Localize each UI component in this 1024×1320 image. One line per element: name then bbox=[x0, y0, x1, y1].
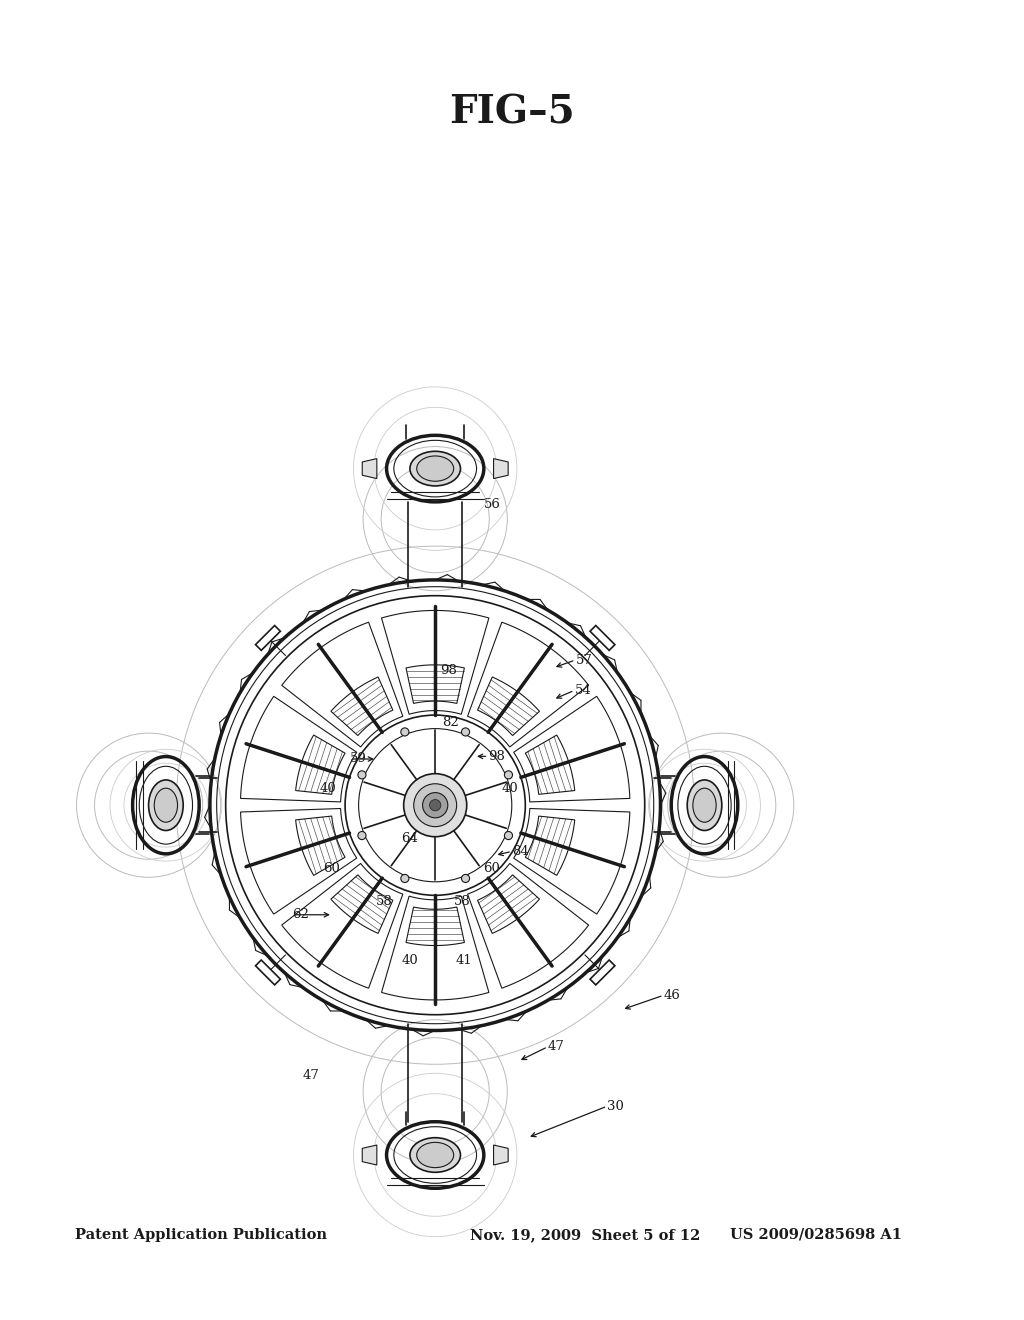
Ellipse shape bbox=[410, 451, 461, 486]
Text: Nov. 19, 2009  Sheet 5 of 12: Nov. 19, 2009 Sheet 5 of 12 bbox=[470, 1228, 700, 1242]
Circle shape bbox=[462, 874, 470, 883]
Text: 82: 82 bbox=[442, 715, 459, 729]
Polygon shape bbox=[362, 458, 377, 479]
Ellipse shape bbox=[410, 1138, 461, 1172]
Circle shape bbox=[357, 832, 366, 840]
Ellipse shape bbox=[417, 455, 454, 482]
Text: 54: 54 bbox=[574, 684, 591, 697]
Text: FIG–5: FIG–5 bbox=[450, 94, 574, 131]
Text: 30: 30 bbox=[607, 1100, 624, 1113]
Text: 84: 84 bbox=[512, 845, 528, 858]
Circle shape bbox=[505, 832, 513, 840]
Ellipse shape bbox=[693, 788, 716, 822]
Text: 41: 41 bbox=[456, 954, 472, 968]
Text: 47: 47 bbox=[548, 1040, 564, 1053]
Text: 58: 58 bbox=[454, 895, 470, 908]
Circle shape bbox=[505, 771, 513, 779]
Ellipse shape bbox=[687, 780, 722, 830]
Text: 58: 58 bbox=[376, 895, 392, 908]
Text: 40: 40 bbox=[502, 781, 518, 795]
Circle shape bbox=[429, 800, 441, 810]
Text: 46: 46 bbox=[664, 989, 680, 1002]
Text: 98: 98 bbox=[440, 664, 457, 677]
Text: 40: 40 bbox=[401, 954, 418, 968]
Text: 57: 57 bbox=[575, 653, 592, 667]
Text: 40: 40 bbox=[319, 781, 336, 795]
Circle shape bbox=[400, 727, 409, 737]
Text: US 2009/0285698 A1: US 2009/0285698 A1 bbox=[730, 1228, 902, 1242]
Text: 59: 59 bbox=[350, 752, 367, 766]
Circle shape bbox=[400, 874, 409, 883]
Circle shape bbox=[423, 792, 447, 818]
Ellipse shape bbox=[155, 788, 177, 822]
Circle shape bbox=[414, 784, 457, 826]
Circle shape bbox=[462, 727, 470, 737]
Polygon shape bbox=[362, 1144, 377, 1166]
Text: 64: 64 bbox=[401, 832, 418, 845]
Text: 98: 98 bbox=[488, 750, 505, 763]
Circle shape bbox=[403, 774, 467, 837]
Text: 47: 47 bbox=[302, 1069, 318, 1082]
Polygon shape bbox=[494, 1144, 508, 1166]
Text: Patent Application Publication: Patent Application Publication bbox=[75, 1228, 327, 1242]
Text: 60: 60 bbox=[324, 862, 340, 875]
Ellipse shape bbox=[148, 780, 183, 830]
Text: 56: 56 bbox=[484, 498, 501, 511]
Polygon shape bbox=[494, 458, 508, 479]
Text: 60: 60 bbox=[483, 862, 500, 875]
Text: 62: 62 bbox=[292, 908, 308, 921]
Circle shape bbox=[357, 771, 366, 779]
Ellipse shape bbox=[417, 1142, 454, 1168]
